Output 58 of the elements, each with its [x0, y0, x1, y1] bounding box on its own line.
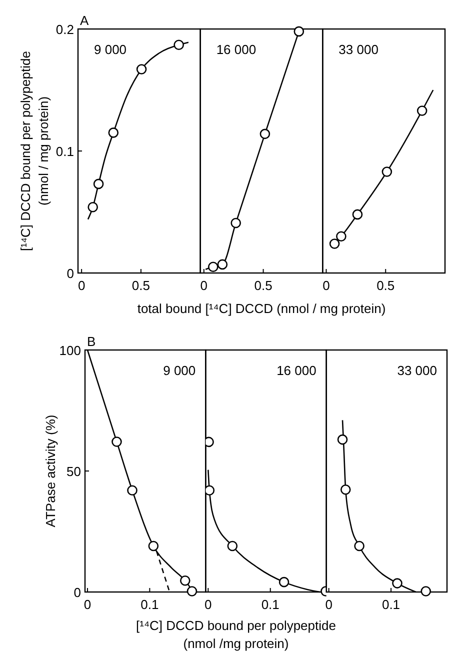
point	[148, 540, 159, 552]
text: 16 000	[216, 42, 256, 57]
y-axis-title: [¹⁴C] DCCD bound per polypeptide (nmol / mg protein)	[18, 51, 51, 251]
text: B	[87, 334, 96, 349]
x-tick-label: 0.1	[382, 597, 400, 612]
point	[392, 578, 402, 588]
point	[336, 231, 346, 242]
point	[420, 586, 431, 596]
point	[208, 262, 218, 272]
x-axis-title: [¹⁴C] DCCD bound per polypeptide (nmol /mg protein)	[136, 618, 336, 651]
point	[127, 485, 138, 496]
point	[230, 218, 241, 228]
y-axis-title: ATPase activity (%)	[43, 414, 58, 528]
text: 9 000	[94, 42, 127, 57]
x-tick-label: 0	[84, 597, 92, 612]
point	[382, 166, 392, 177]
point	[260, 128, 270, 140]
point	[278, 576, 290, 588]
x-tick-label: 0	[325, 597, 332, 612]
point	[227, 540, 238, 552]
x-tick-label: 0.1	[261, 597, 280, 612]
y-tick-label: 50	[66, 464, 81, 479]
point	[206, 436, 214, 448]
point	[337, 434, 348, 445]
x-tick-label: 0.5	[376, 278, 395, 293]
x-tick-label: 0.5	[254, 278, 272, 293]
text: 33 000	[338, 42, 378, 57]
text: 9 000	[163, 363, 196, 378]
x-tick-label: 0.5	[132, 278, 150, 293]
point	[354, 540, 364, 552]
point	[217, 259, 228, 270]
y-tick-label: 100	[59, 343, 81, 358]
point	[180, 575, 190, 586]
point	[186, 586, 198, 596]
point	[136, 64, 147, 74]
x-tick-label: 0	[200, 278, 208, 293]
point	[294, 26, 304, 37]
x-tick-label: 0	[204, 597, 212, 612]
y-tick-label: 0	[66, 266, 74, 281]
point	[352, 209, 363, 220]
point	[206, 485, 215, 496]
point	[340, 484, 351, 495]
text: 16 000	[276, 363, 316, 378]
y-tick-label: 0.1	[56, 144, 74, 159]
y-tick-label: 0	[74, 585, 81, 600]
x-tick-label: 0	[322, 278, 330, 293]
text: A	[80, 13, 89, 28]
point	[93, 178, 104, 190]
y-tick-label: 0.2	[56, 22, 74, 37]
x-axis-title: total bound [¹⁴C] DCCD (nmol / mg protein)	[137, 301, 386, 316]
x-tick-label: 0.1	[140, 597, 159, 612]
point	[174, 40, 184, 50]
point	[112, 436, 122, 447]
point	[416, 106, 428, 116]
point	[108, 128, 119, 138]
point	[329, 238, 340, 249]
point	[88, 202, 98, 212]
text: 33 000	[397, 363, 437, 378]
